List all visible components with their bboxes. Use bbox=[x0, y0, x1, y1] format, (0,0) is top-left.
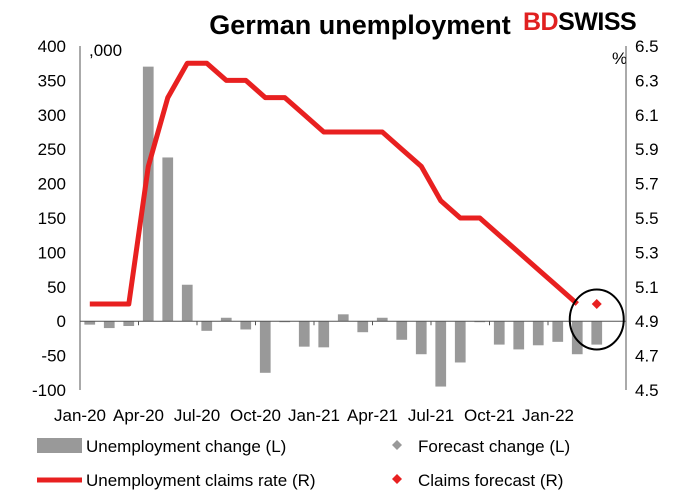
point-claims-forecast bbox=[591, 299, 602, 309]
bar-unemployment-change-may-21 bbox=[396, 321, 408, 340]
x-axis-label: Jul-20 bbox=[174, 406, 220, 425]
x-axis-ticks bbox=[79, 321, 549, 326]
x-axis-label: Oct-21 bbox=[464, 406, 515, 425]
x-axis-label: Oct-20 bbox=[230, 406, 281, 425]
bar-unemployment-change-may-20 bbox=[162, 157, 174, 322]
bar-unemployment-change-mar-20 bbox=[123, 321, 135, 327]
bar-unemployment-change-mar-21 bbox=[357, 321, 369, 333]
legend-label-forecast-change: Forecast change (L) bbox=[418, 437, 570, 456]
x-axis-label: Jan-20 bbox=[54, 406, 106, 425]
x-axis-label: Apr-21 bbox=[347, 406, 398, 425]
bar-unemployment-change-jun-20 bbox=[181, 284, 193, 322]
bar-unemployment-change-jan-21 bbox=[318, 321, 330, 348]
bar-unemployment-change-jan-20 bbox=[84, 321, 96, 325]
x-axis-label: Jul-21 bbox=[408, 406, 454, 425]
legend: Unemployment change (L) Forecast change … bbox=[37, 437, 570, 490]
left-axis-label: 350 bbox=[38, 71, 66, 90]
bar-unemployment-change-jul-20 bbox=[201, 321, 213, 331]
x-axis-label: Apr-20 bbox=[113, 406, 164, 425]
left-axis-label: 200 bbox=[38, 175, 66, 194]
claims-rate-line bbox=[89, 60, 579, 307]
bar-unemployment-change-apr-20 bbox=[142, 66, 154, 322]
bar-unemployment-change-jan-22 bbox=[552, 321, 564, 342]
forecast-circle-annotation bbox=[568, 288, 625, 351]
logo-part-swiss: SWISS bbox=[558, 8, 637, 36]
left-axis-label: 400 bbox=[38, 37, 66, 56]
right-axis-label: 6.1 bbox=[635, 106, 659, 125]
bar-unemployment-change-jul-21 bbox=[435, 321, 447, 387]
legend-swatch-forecast-change bbox=[392, 440, 402, 450]
left-axis-label: 0 bbox=[57, 312, 66, 331]
right-axis-label: 4.7 bbox=[635, 347, 659, 366]
right-axis-label: 4.9 bbox=[635, 312, 659, 331]
bar-series bbox=[84, 66, 603, 387]
brand-logo: BDSWISS bbox=[523, 8, 637, 37]
right-axis-label: 5.1 bbox=[635, 278, 659, 297]
bar-unemployment-change-nov-21 bbox=[513, 321, 525, 350]
bar-unemployment-change-feb-20 bbox=[103, 321, 115, 329]
bar-unemployment-change-oct-20 bbox=[259, 321, 271, 373]
bar-unemployment-change-dec-21 bbox=[532, 321, 544, 346]
bar-unemployment-change-feb-22 bbox=[571, 321, 583, 355]
chart-title: German unemployment bbox=[209, 10, 511, 40]
legend-label-claims-rate: Unemployment claims rate (R) bbox=[86, 471, 316, 490]
bar-unemployment-change-feb-21 bbox=[337, 314, 349, 322]
bar-unemployment-change-aug-21 bbox=[454, 321, 466, 363]
left-axis-label: 250 bbox=[38, 140, 66, 159]
left-axis-label: -50 bbox=[41, 347, 66, 366]
left-axis-label: 150 bbox=[38, 209, 66, 228]
left-axis-label: 100 bbox=[38, 243, 66, 262]
legend-swatch-claims-forecast bbox=[392, 474, 402, 484]
bar-unemployment-change-oct-21 bbox=[493, 321, 505, 345]
x-axis-label: Jan-22 bbox=[522, 406, 574, 425]
right-axis-labels: 6.5 6.3 6.1 5.9 5.7 5.5 5.3 5.1 4.9 4.7 4.5 bbox=[635, 37, 659, 400]
left-axis-unit: ,000 bbox=[89, 41, 122, 60]
forecast-points bbox=[591, 299, 602, 340]
right-axis-unit: % bbox=[612, 49, 627, 68]
legend-label-unemployment-change: Unemployment change (L) bbox=[86, 437, 286, 456]
left-axis-label: 300 bbox=[38, 106, 66, 125]
bar-unemployment-change-jun-21 bbox=[415, 321, 427, 355]
right-axis-label: 5.9 bbox=[635, 140, 659, 159]
x-axis-labels: Jan-20 Apr-20 Jul-20 Oct-20 Jan-21 Apr-21 Jul-… bbox=[54, 406, 574, 425]
x-axis-label: Jan-21 bbox=[288, 406, 340, 425]
bar-unemployment-change-sep-20 bbox=[240, 321, 252, 330]
left-axis-label: 50 bbox=[47, 278, 66, 297]
bar-unemployment-change-aug-20 bbox=[220, 317, 232, 322]
right-axis-label: 5.7 bbox=[635, 175, 659, 194]
right-axis-label: 4.5 bbox=[635, 381, 659, 400]
bar-unemployment-change-apr-21 bbox=[376, 317, 388, 322]
right-axis-label: 6.5 bbox=[635, 37, 659, 56]
bar-unemployment-change-dec-20 bbox=[298, 321, 310, 347]
right-axis-label: 5.3 bbox=[635, 243, 659, 262]
right-axis-label: 5.5 bbox=[635, 209, 659, 228]
point-forecast-change bbox=[591, 329, 602, 340]
left-axis-label: -100 bbox=[32, 381, 66, 400]
legend-swatch-unemployment-change bbox=[37, 438, 82, 453]
right-axis-label: 6.3 bbox=[635, 71, 659, 90]
left-axis-labels: 400 350 300 250 200 150 100 50 0 -50 -100 bbox=[32, 37, 66, 400]
logo-part-bd: BD bbox=[523, 8, 559, 36]
legend-label-claims-forecast: Claims forecast (R) bbox=[418, 471, 563, 490]
